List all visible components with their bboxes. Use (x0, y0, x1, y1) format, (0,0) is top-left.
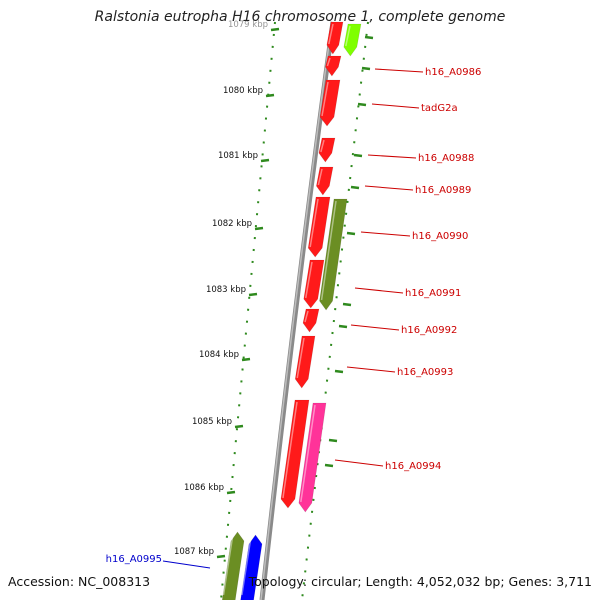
gene-highlight (317, 168, 323, 186)
tick-mark (324, 463, 334, 468)
gene-highlight (305, 261, 313, 299)
gene-feature (319, 198, 348, 311)
gene-label[interactable]: h16_A0995 (106, 554, 162, 565)
leader-line (162, 560, 211, 569)
gene-highlight (320, 139, 325, 153)
gene-label[interactable]: h16_A0994 (385, 461, 441, 472)
gene-label[interactable]: h16_A0993 (397, 367, 453, 378)
gene-label[interactable]: h16_A0991 (405, 288, 461, 299)
gene-highlight (222, 533, 234, 596)
gene-feature (280, 399, 310, 509)
leader-line (350, 324, 400, 331)
tick-mark (216, 554, 226, 559)
tick-mark (226, 490, 236, 495)
backbone (259, 21, 336, 601)
gene-feature (307, 196, 331, 258)
tick-label: 1082 kbp (212, 219, 252, 229)
gene-label[interactable]: h16_A0990 (412, 231, 468, 242)
gene-highlight (321, 81, 329, 117)
tick-mark (254, 226, 264, 231)
gene-highlight (345, 25, 351, 47)
tick-mark (353, 153, 363, 158)
tick-label: 1087 kbp (174, 547, 214, 557)
leader-line (371, 103, 420, 109)
tick-mark (270, 27, 280, 32)
leader-line (334, 459, 384, 467)
gene-highlight (304, 310, 309, 323)
gene-feature (303, 259, 325, 309)
gene-highlight (309, 198, 319, 248)
genome-title: Ralstonia eutropha H16 chromosome 1, com… (94, 9, 506, 25)
gene-highlight (300, 404, 316, 503)
gene-feature (316, 166, 334, 196)
gene-feature (221, 531, 245, 604)
gene-label[interactable]: tadG2a (421, 103, 458, 114)
gene-highlight (326, 57, 331, 67)
gene-feature (343, 23, 362, 57)
tick-mark (346, 231, 356, 236)
tick-label: 1083 kbp (206, 285, 246, 295)
tick-mark (338, 324, 348, 329)
leader-line (354, 287, 404, 294)
gene-highlight (328, 23, 334, 45)
leader-line (346, 366, 396, 373)
tick-mark (350, 185, 360, 190)
leader-line (364, 185, 414, 191)
gene-highlight (282, 401, 298, 499)
tick-label: 1086 kbp (184, 483, 224, 493)
gene-highlight (296, 337, 305, 379)
tick-label: 1085 kbp (192, 417, 232, 427)
gene-features (221, 21, 362, 604)
tick-mark (361, 66, 371, 71)
gene-feature (325, 55, 342, 77)
accession-text: Accession: NC_008313 (8, 574, 151, 589)
tick-mark (265, 93, 275, 98)
gene-label[interactable]: h16_A0989 (415, 185, 471, 196)
gene-feature (319, 79, 341, 127)
gene-feature (298, 402, 327, 513)
gene-feature (239, 534, 263, 604)
gene-highlight (241, 536, 252, 596)
gene-label[interactable]: h16_A0988 (418, 153, 474, 164)
gene-feature (318, 137, 336, 163)
gene-feature (294, 335, 316, 389)
tick-label: 1081 kbp (218, 151, 258, 161)
leader-line (374, 68, 424, 73)
tick-mark (248, 292, 258, 297)
tick-mark (328, 438, 338, 443)
tick-mark (364, 35, 374, 40)
gene-feature (326, 21, 344, 55)
tick-mark (260, 158, 270, 163)
topology-text: Topology: circular; Length: 4,052,032 bp… (248, 574, 592, 589)
tick-label: 1084 kbp (199, 350, 239, 360)
gene-labels: h16_A0986 tadG2a h16_A0988 h16_A0989 h16_A09… (106, 67, 481, 569)
gene-feature (302, 308, 320, 333)
gene-label[interactable]: h16_A0986 (425, 67, 481, 78)
tick-mark (357, 102, 367, 107)
tick-mark (342, 302, 352, 307)
tick-label: 1080 kbp (223, 86, 263, 96)
leader-line (360, 231, 411, 237)
outer-dotted-ring (220, 21, 369, 601)
leader-line (367, 154, 417, 159)
gene-highlight (320, 200, 337, 301)
tick-mark (241, 357, 251, 362)
tick-label: 1079 kbp (228, 20, 268, 30)
tick-mark (334, 369, 344, 374)
tick-marks: 1079 kbp 1080 kbp 1081 kbp 1082 kbp 1083 kbp… (174, 20, 374, 559)
gene-label[interactable]: h16_A0992 (401, 325, 457, 336)
tick-mark (234, 424, 244, 429)
